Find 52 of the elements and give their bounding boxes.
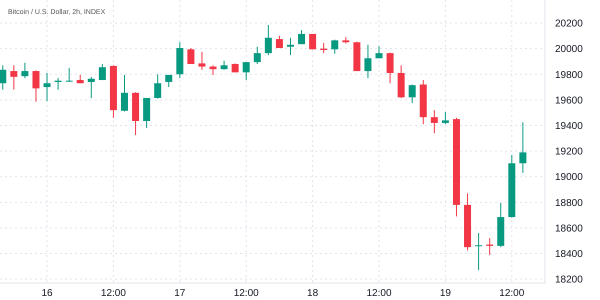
candlestick: [98, 64, 106, 81]
candlestick: [21, 62, 28, 79]
candlestick: [154, 74, 162, 100]
candlestick: [264, 24, 272, 56]
y-tick-label: 18600: [555, 223, 584, 234]
y-tick-label: 19600: [555, 95, 584, 106]
x-tick-label: 12:00: [366, 288, 392, 299]
y-tick-label: 18200: [555, 274, 584, 286]
candlestick: [475, 232, 482, 271]
candlestick: [54, 78, 62, 90]
candlestick: [320, 42, 328, 54]
x-tick-label: 17: [174, 288, 186, 299]
candlestick: [331, 39, 338, 54]
candlestick: [442, 112, 449, 125]
y-tick-label: 19000: [555, 172, 584, 184]
candlestick: [386, 52, 394, 84]
candlestick: [376, 46, 383, 59]
candlestick: [276, 35, 283, 49]
candlestick: [32, 70, 40, 102]
y-tick-label: 18800: [555, 198, 584, 209]
candlestick: [486, 238, 494, 256]
y-tick-label: 19800: [555, 70, 584, 81]
candlestick: [242, 62, 250, 81]
x-tick-label: 16: [41, 288, 54, 299]
candlestick: [519, 122, 526, 174]
candlestick: [210, 64, 217, 76]
candlestick: [254, 46, 261, 65]
y-tick-label: 18400: [555, 249, 584, 260]
candlestick: [44, 72, 51, 102]
candlestick: [198, 51, 206, 70]
candlestick: [430, 110, 438, 134]
x-tick-label: 19: [440, 288, 452, 299]
y-tick-label: 20000: [555, 44, 584, 56]
y-tick-label: 19400: [555, 120, 584, 132]
x-tick-label: 18: [307, 288, 319, 299]
y-tick-label: 20200: [555, 18, 584, 30]
x-tick-label: 12:00: [234, 288, 260, 299]
candlestick: [298, 30, 306, 45]
candlestick: [66, 67, 73, 82]
candlestick: [88, 76, 95, 98]
candlestick: [364, 44, 372, 79]
candlestick: [309, 33, 316, 50]
candlestick: [187, 48, 194, 65]
x-tick-label: 12:00: [499, 288, 525, 299]
candlestick: [120, 74, 128, 112]
candlestick: [143, 97, 150, 129]
y-tick-label: 19200: [555, 146, 584, 158]
candlestick: [10, 64, 18, 90]
candlestick: [165, 74, 172, 88]
candlestick: [0, 64, 6, 90]
x-tick-label: 12:00: [100, 288, 126, 299]
candlestick: [408, 84, 416, 104]
